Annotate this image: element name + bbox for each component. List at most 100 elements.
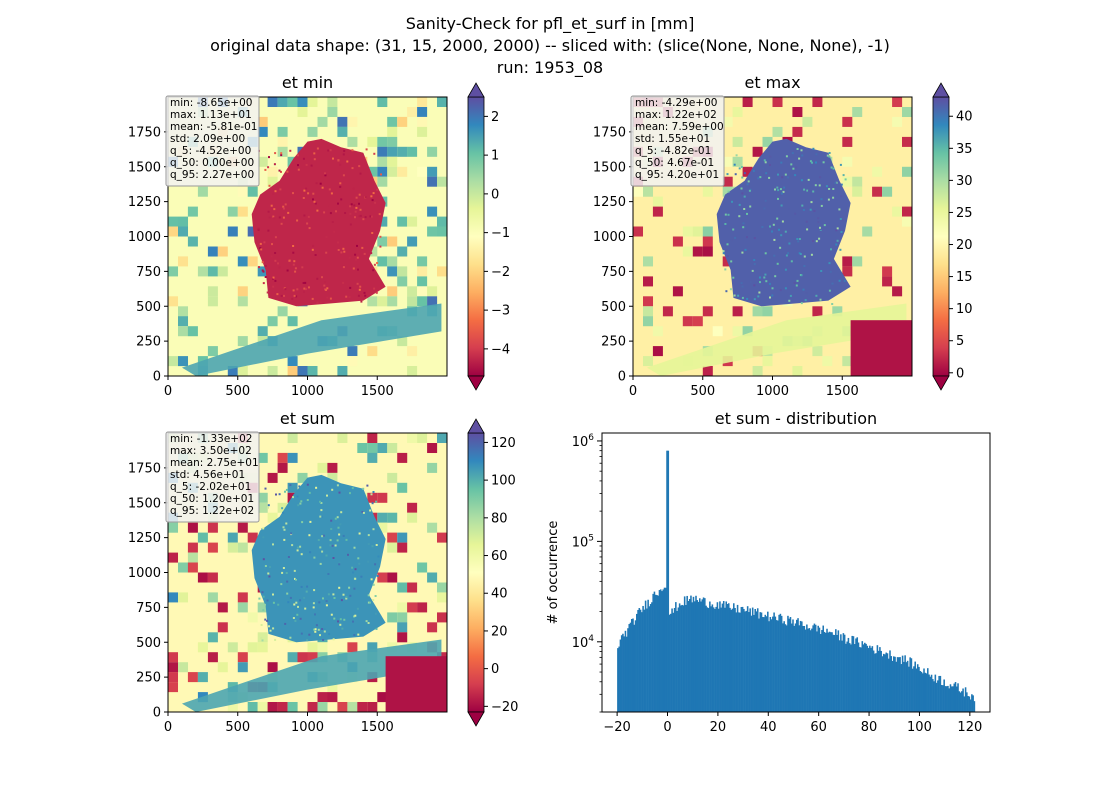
heatmap-speckle [341,627,344,630]
x-tick-label: 0 [164,720,172,735]
heatmap-cell [367,346,378,357]
heatmap-speckle [758,291,761,294]
heatmap-cell [367,702,378,712]
y-tick-label: 1250 [593,195,626,210]
histogram-bar [710,606,712,712]
heatmap-speckle [372,528,375,531]
histogram-bar [911,668,914,712]
heatmap-cell [397,582,408,593]
heatmap-speckle [342,593,345,596]
heatmap-speckle [306,222,309,225]
heatmap-speckle [319,562,322,565]
heatmap-speckle [815,240,818,243]
heatmap-cell [752,306,763,317]
heatmap-cell [367,296,378,307]
heatmap-speckle [729,288,732,291]
heatmap-cell [722,156,733,167]
heatmap-speckle [297,605,299,608]
heatmap-cell [178,592,189,603]
histogram-bar [768,621,770,712]
heatmap-speckle [343,618,346,621]
y-tick-label: 1000 [128,230,161,245]
heatmap-cell [417,296,428,307]
heatmap-speckle [337,241,339,244]
heatmap-speckle [359,214,362,217]
heatmap-speckle [281,571,284,574]
heatmap-speckle [370,493,373,496]
heatmap-speckle [796,279,799,282]
x-tick-label: 40 [760,720,777,735]
stats-line: max: 1.22e+02 [635,109,717,121]
colorbar-tick-label: 5 [956,334,964,349]
heatmap-speckle [302,157,305,160]
heatmap-cell [207,652,218,663]
heatmap-speckle [795,166,798,169]
colorbar-tick-label: 25 [956,206,973,221]
heatmap-speckle [724,223,727,225]
heatmap-cell [257,452,268,463]
histogram-bar [806,624,808,712]
histogram-bar [706,607,709,712]
heatmap-cell [427,296,438,307]
heatmap-speckle [372,583,375,586]
heatmap-speckle [812,147,815,150]
heatmap-speckle [359,208,362,211]
histogram-bar [790,623,793,712]
histogram-bar [929,676,932,712]
heatmap-cell [257,632,268,643]
histogram-bar [701,599,704,712]
heatmap-cell [377,512,388,523]
heatmap-speckle [842,174,845,177]
heatmap-cell [427,226,438,237]
heatmap-speckle [796,238,799,240]
stats-line: max: 1.13e+01 [170,109,252,121]
heatmap-speckle [776,217,779,220]
histogram-bar [828,631,831,712]
histogram-bar [617,648,619,712]
heatmap-speckle [294,619,297,622]
heatmap-speckle [295,295,298,298]
heatmap-cell [237,662,248,673]
heatmap-speckle [312,192,315,195]
heatmap-cell [307,702,318,712]
heatmap-speckle [349,212,352,215]
heatmap-speckle [743,294,746,296]
histogram-bar [935,682,938,712]
heatmap-speckle [367,622,370,624]
stats-line: q_50: 1.20e+01 [170,493,254,505]
heatmap-speckle [326,296,329,299]
heatmap-speckle [361,511,364,513]
heatmap-speckle [342,153,345,156]
heatmap-cell [327,97,338,108]
histogram-bar [653,591,656,712]
histogram-bar [869,645,871,712]
histogram-bar [733,603,735,712]
histogram-bar [725,601,728,712]
heatmap-speckle [263,603,266,606]
heatmap-speckle [337,620,339,623]
heatmap-speckle [316,209,319,212]
heatmap-speckle [299,617,302,620]
heatmap-speckle [262,536,265,539]
heatmap-cell [317,692,328,703]
heatmap-cell [732,107,743,118]
heatmap-speckle [355,206,358,209]
heatmap-speckle [738,203,741,206]
heatmap-speckle [273,217,276,220]
heatmap-speckle [285,572,288,574]
histogram-bar [887,658,890,712]
heatmap-speckle [779,246,782,249]
heatmap-speckle [300,553,303,556]
heatmap-cell [752,146,763,157]
heatmap-cell [652,206,663,217]
heatmap-speckle [315,486,318,489]
heatmap-speckle [267,506,269,509]
histogram-bar [649,604,652,712]
histogram-bar [967,696,969,712]
heatmap-cell [377,97,388,108]
histogram-bar [628,624,631,712]
heatmap-speckle [358,532,361,535]
heatmap-speckle [344,212,347,214]
heatmap-cell [692,316,703,327]
histogram-bar [934,674,937,712]
